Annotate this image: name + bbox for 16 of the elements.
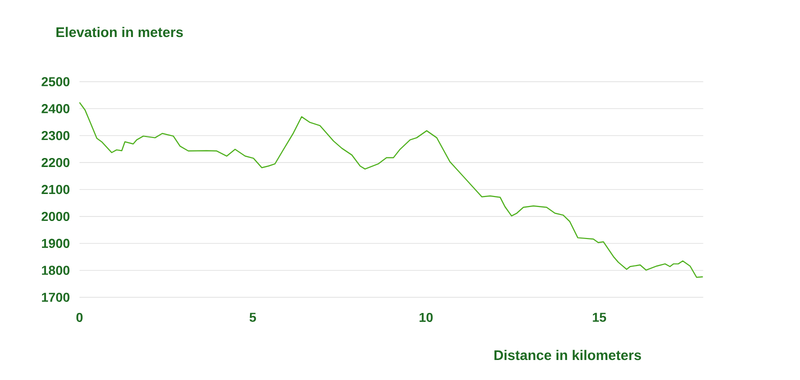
chart-title: Elevation in meters — [56, 26, 183, 38]
x-tick-label: 5 — [250, 312, 256, 322]
x-axis-title: Distance in kilometers — [494, 350, 641, 360]
x-tick-label: 0 — [76, 312, 83, 322]
x-tick-label: 10 — [420, 312, 433, 322]
y-tick-label: 2400 — [42, 104, 70, 114]
y-tick-label: 2300 — [42, 131, 70, 140]
y-tick-label: 2500 — [42, 77, 70, 86]
y-tick-label: 2000 — [42, 212, 70, 222]
y-tick-label: 2100 — [42, 184, 70, 194]
y-tick-label: 2200 — [42, 158, 70, 168]
x-tick-label: 15 — [592, 312, 606, 322]
y-tick-label: 1700 — [42, 292, 70, 302]
y-tick-label: 1900 — [42, 238, 70, 248]
y-tick-label: 1800 — [42, 266, 70, 275]
line-series — [78, 102, 704, 278]
